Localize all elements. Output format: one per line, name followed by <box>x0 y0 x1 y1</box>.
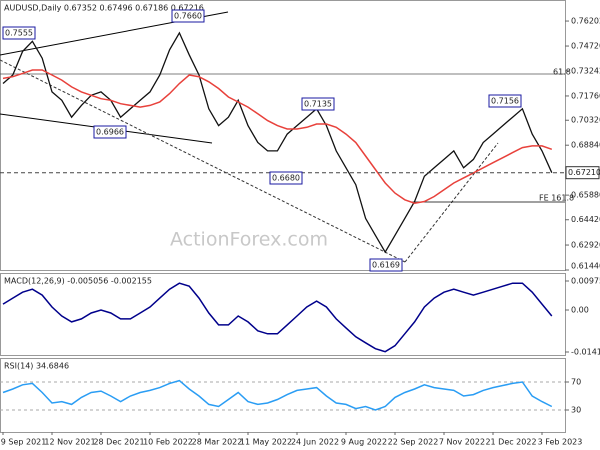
watermark: ActionForex.com <box>170 229 328 251</box>
annotation-box <box>488 94 522 108</box>
macd-title: MACD(12,26,9) -0.005056 -0.002155 <box>4 277 152 286</box>
annotation: FE 161.8 <box>539 194 574 203</box>
x-tick-label: 10 Feb 2022 <box>143 438 193 447</box>
annotation-box <box>301 97 335 111</box>
chart-title: AUDUSD,Daily 0.67352 0.67496 0.67186 0.6… <box>4 4 204 13</box>
annotation: 0.6169 <box>372 261 400 270</box>
series-line <box>2 31 553 254</box>
y-tick-label: 70 <box>571 378 581 387</box>
annotation-box <box>269 171 303 185</box>
annotation: 0.6966 <box>96 128 124 137</box>
x-tick-label: 3 Feb 2023 <box>538 438 583 447</box>
annotation-box <box>2 26 36 40</box>
x-tick-label: 29 Sep 2021 <box>0 438 46 447</box>
annotation-box <box>369 258 403 272</box>
x-tick-label: 11 May 2022 <box>240 438 292 447</box>
annotation: 0.7156 <box>491 97 519 106</box>
x-tick-label: 28 Dec 2021 <box>93 438 144 447</box>
y-tick-label: 0.76202 <box>571 17 600 26</box>
annotation: 0.6680 <box>272 174 300 183</box>
annotation: 0.7660 <box>174 12 202 21</box>
annotation: 61.8 <box>553 68 571 77</box>
y-tick-label: -0.014107 <box>571 348 600 357</box>
x-tick-label: 21 Dec 2022 <box>485 438 536 447</box>
price-panel <box>0 0 566 271</box>
last-price-box <box>565 166 600 180</box>
rsi-panel <box>0 358 566 433</box>
last-price-label: 0.67210 <box>568 168 600 177</box>
trend-line <box>0 59 406 263</box>
annotation-box <box>171 9 205 23</box>
annotation-box <box>93 125 127 139</box>
x-tick-label: 7 Nov 2022 <box>439 438 485 447</box>
y-tick-label: 0.73242 <box>571 66 600 75</box>
trend-line <box>404 142 499 263</box>
x-tick-label: 12 Nov 2021 <box>44 438 95 447</box>
macd-panel <box>0 273 566 356</box>
x-tick-label: 9 Aug 2022 <box>341 438 387 447</box>
x-tick-label: 22 Sep 2022 <box>388 438 439 447</box>
series-line <box>2 69 553 204</box>
y-tick-label: 30 <box>571 406 581 415</box>
annotation: 0.7555 <box>5 29 33 38</box>
x-tick-label: 28 Mar 2022 <box>192 438 243 447</box>
y-tick-label: 0.009751 <box>571 276 600 285</box>
x-tick-label: 24 Jun 2022 <box>291 438 339 447</box>
series-line <box>2 379 553 411</box>
series-line <box>2 282 553 353</box>
annotation: 0.7135 <box>304 100 332 109</box>
rsi-title: RSI(14) 34.6846 <box>4 362 69 371</box>
y-tick-label: 0.00 <box>571 306 589 315</box>
